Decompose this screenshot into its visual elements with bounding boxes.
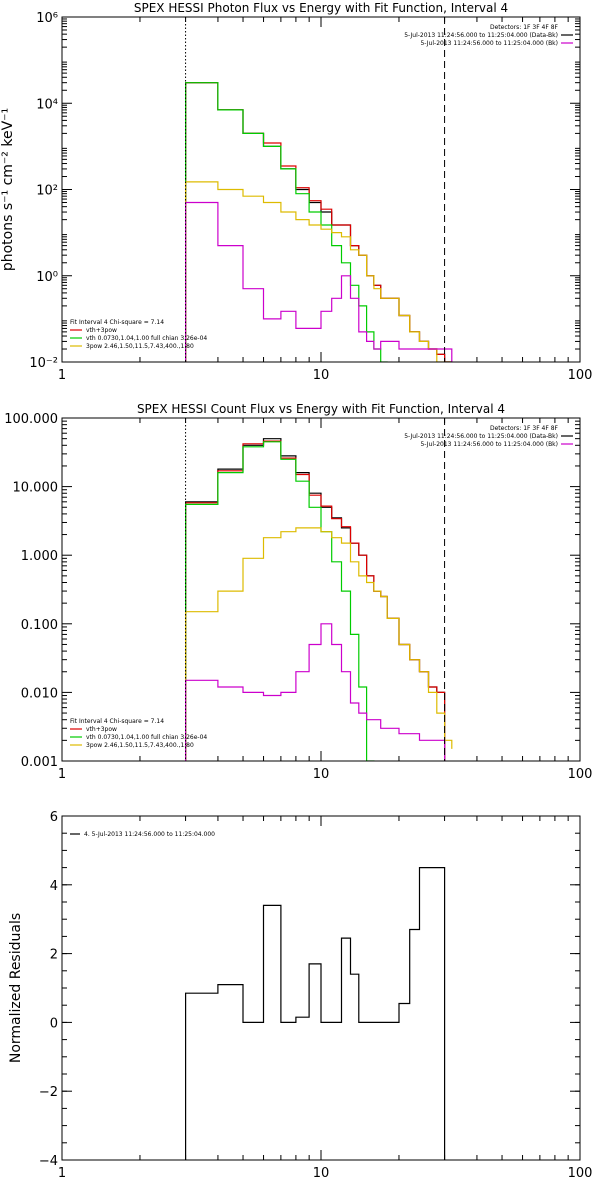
x-tick-label: 1 (58, 767, 66, 782)
y-tick-label: −2 (39, 1085, 58, 1100)
panel-2: SPEX HESSI Count Flux vs Energy with Fit… (4, 402, 593, 782)
fit-legend-label: vth+3pow (86, 327, 117, 334)
fit-legend-label: 3pow 2.46,1.50,11.5,7.43,400.,1.80 (86, 343, 194, 350)
x-tick-label: 10 (313, 767, 330, 782)
residual-legend-label: 4. 5-Jul-2013 11:24:56.000 to 11:25:04.0… (84, 831, 215, 838)
x-tick-label: 1 (58, 368, 66, 383)
y-tick-label: 0.010 (21, 686, 58, 701)
panel-1: SPEX HESSI Photon Flux vs Energy with Fi… (0, 1, 593, 383)
y-tick-label: 2 (50, 948, 58, 963)
plot-frame (61, 417, 581, 762)
y-tick-label: 10⁶ (36, 11, 58, 26)
series-vth (185, 441, 375, 761)
y-tick-label: 10² (36, 184, 58, 199)
y-tick-label: 6 (50, 810, 58, 825)
series-group (185, 867, 446, 1160)
series-vth-3pow (185, 82, 453, 362)
x-tick-label: 100 (568, 767, 593, 782)
y-tick-label: 4 (50, 879, 58, 894)
series-vth (185, 82, 388, 362)
plot-frame (61, 815, 581, 1161)
series-3pow (185, 527, 453, 761)
legend-entry-label: 5-Jul-2013 11:24:56.000 to 11:25:04.000 … (420, 40, 558, 47)
fit-legend-label: vth 0.0730,1.04,1.00 full chian 3.26e-04 (86, 734, 207, 741)
series-3pow (185, 181, 453, 362)
chart-title: SPEX HESSI Photon Flux vs Energy with Fi… (134, 1, 508, 15)
legend-entry-label: 5-Jul-2013 11:24:56.000 to 11:25:04.000 … (420, 441, 558, 448)
series-data-bk (185, 82, 453, 362)
fit-legend-header: Fit Interval 4 Chi-square = 7.14 (70, 718, 164, 725)
legend-header: Detectors: 1F 3F 4F 8F (490, 24, 559, 31)
y-tick-label: 100.000 (4, 412, 58, 427)
legend-entry-label: 5-Jul-2013 11:24:56.000 to 11:25:04.000 … (404, 433, 558, 440)
series-bk (185, 201, 453, 362)
y-tick-label: 10⁰ (36, 270, 58, 285)
y-tick-label: −4 (39, 1154, 58, 1169)
legend-entry-label: 5-Jul-2013 11:24:56.000 to 11:25:04.000 … (404, 32, 558, 39)
chart-title: SPEX HESSI Count Flux vs Energy with Fit… (137, 402, 505, 416)
fit-legend-header: Fit Interval 4 Chi-square = 7.14 (70, 319, 164, 326)
y-tick-label: 0 (50, 1016, 58, 1031)
series-data-bk (185, 438, 446, 761)
fit-legend-label: vth+3pow (86, 726, 117, 733)
x-tick-label: 10 (313, 1166, 330, 1181)
y-tick-label: 0.001 (21, 755, 58, 770)
panel-3: Normalized Residuals 1 10 100 −4 −2 0 2 4 6 4. 5-J… (8, 810, 593, 1181)
x-tick-label: 100 (568, 1166, 593, 1181)
fit-legend-label: 3pow 2.46,1.50,11.5,7.43,400.,1.80 (86, 742, 194, 749)
legend-header: Detectors: 1F 3F 4F 8F (490, 425, 559, 432)
y-tick-label: 10.000 (13, 481, 59, 496)
y-tick-label: 1.000 (21, 549, 58, 564)
x-tick-label: 10 (313, 368, 330, 383)
y-tick-label: 10⁻² (29, 356, 58, 371)
series-4-5-jul-2013-11-24-56-000-to-11-25-04-000 (185, 867, 446, 1160)
y-axis-label: photons s⁻¹ cm⁻² keV⁻¹ (0, 108, 16, 271)
y-tick-label: 10⁴ (36, 97, 58, 112)
plot-frame (61, 16, 581, 363)
series-group (185, 82, 453, 362)
y-axis-label: Normalized Residuals (8, 913, 24, 1063)
series-vth-3pow (185, 440, 446, 761)
series-group (185, 438, 453, 761)
y-tick-label: 0.100 (21, 618, 58, 633)
x-tick-label: 100 (568, 368, 593, 383)
x-tick-label: 1 (58, 1166, 66, 1181)
fit-legend-label: vth 0.0730,1.04,1.00 full chian 3.26e-04 (86, 335, 207, 342)
series-bk (185, 623, 446, 761)
